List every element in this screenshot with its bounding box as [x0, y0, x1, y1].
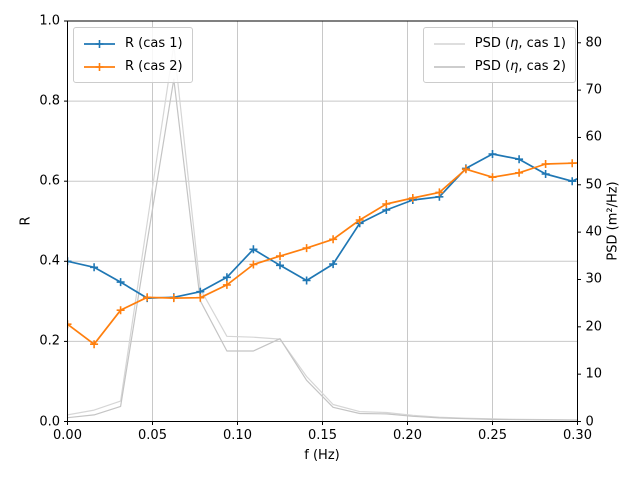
x-tick-label: 0.05	[138, 427, 167, 443]
legend-entry-label: R (cas 1)	[125, 36, 183, 51]
right-y-tick-label: 30	[585, 271, 603, 287]
legend-entry: PSD (η, cas 1)	[433, 32, 566, 55]
right-y-tick-label: 80	[585, 35, 603, 51]
left-y-tick-label: 0.6	[39, 173, 60, 189]
psd-curves	[67, 44, 578, 421]
legend-line-swatch	[433, 65, 465, 68]
left-y-tick-label: 0.4	[39, 253, 60, 269]
left-y-tick-label: 0.0	[39, 414, 60, 429]
x-tick-label: 0.15	[308, 427, 337, 443]
legend-entry-label: PSD (η, cas 1)	[474, 36, 566, 51]
legend-line-swatch	[433, 42, 465, 45]
right-y-tick-label: 50	[585, 177, 603, 193]
x-tick-label: 0.10	[223, 427, 252, 443]
legend-entry: PSD (η, cas 2)	[433, 55, 566, 78]
right-y-tick-label: 20	[585, 319, 603, 335]
x-axis-label: f (Hz)	[304, 448, 340, 463]
x-tick-label: 0.25	[478, 427, 507, 443]
x-tick-label: 0.30	[563, 427, 592, 443]
legend-line-swatch	[84, 62, 115, 71]
left-y-tick-label: 1.0	[39, 13, 60, 29]
right-y-tick-label: 10	[585, 366, 603, 382]
legend-swatch-plus-marker	[95, 62, 104, 71]
right-y-tick-label: 40	[585, 224, 603, 240]
right-y-tick-label: 70	[585, 82, 603, 98]
right-y-tick-label: 60	[585, 129, 603, 145]
left-y-tick-label: 0.8	[39, 93, 60, 109]
r-curves	[67, 150, 578, 349]
line-r-cas-2	[67, 162, 578, 346]
tick-marks	[64, 20, 581, 425]
legend-entry-label: R (cas 2)	[125, 59, 183, 74]
legend-r: R (cas 1) R (cas 2)	[73, 27, 193, 83]
legend-entry: R (cas 2)	[83, 55, 183, 78]
left-y-tick-label: 0.2	[39, 333, 60, 349]
right-y-axis-label: PSD (m²/Hz)	[605, 181, 621, 261]
legend-entry: R (cas 1)	[83, 32, 183, 55]
legend-line-swatch	[84, 39, 115, 48]
line-psd-cas-2	[67, 78, 578, 421]
legend-psd: PSD (η, cas 1) PSD (η, cas 2)	[422, 27, 576, 83]
legend-swatch-plus-marker	[95, 39, 104, 48]
x-tick-label: 0.20	[393, 427, 422, 443]
right-y-tick-label: 0	[585, 414, 594, 429]
left-y-axis-label: R	[18, 216, 34, 226]
x-tick-label: 0.00	[53, 427, 82, 443]
markers-r-cas-2	[67, 159, 577, 349]
legend-entry-label: PSD (η, cas 2)	[474, 59, 566, 74]
